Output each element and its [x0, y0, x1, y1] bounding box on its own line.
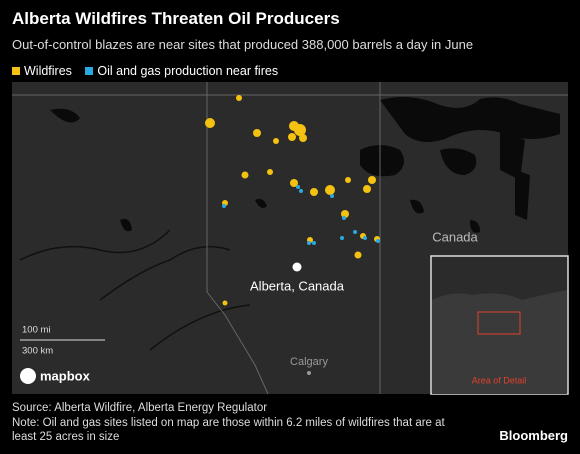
wildfires: [205, 95, 380, 306]
legend-label: Wildfires: [24, 64, 72, 78]
lakes: [50, 96, 560, 233]
rivers: [19, 229, 251, 351]
province-label: Alberta, Canada: [250, 278, 345, 293]
city-dot: [307, 371, 311, 375]
city-label: Calgary: [290, 356, 328, 368]
subtitle: Out-of-control blazes are near sites tha…: [12, 37, 474, 52]
inset-land: [432, 290, 567, 394]
title: Alberta Wildfires Threaten Oil Producers: [12, 9, 340, 28]
inset-label: Area of Detail: [472, 375, 527, 385]
scale-label: 300 km: [22, 346, 53, 357]
inset-area: [477, 311, 521, 335]
legend-label: Oil and gas production near fires: [97, 64, 279, 78]
brand: Bloomberg: [499, 428, 568, 443]
city-marker: [292, 262, 302, 272]
logo: mapbox: [40, 368, 91, 383]
legend-item: Wildfires Oil and gas production near fi…: [12, 64, 278, 78]
country-label: Canada: [432, 229, 478, 244]
logo-icon: [20, 368, 36, 384]
oil-sites: [222, 185, 380, 245]
borders: [12, 82, 568, 395]
note: Note: Oil and gas sites listed on map ar…: [12, 417, 445, 443]
scale-label: 100 mi: [22, 325, 51, 336]
source: Source: Alberta Wildfire, Alberta Energy…: [12, 402, 268, 414]
